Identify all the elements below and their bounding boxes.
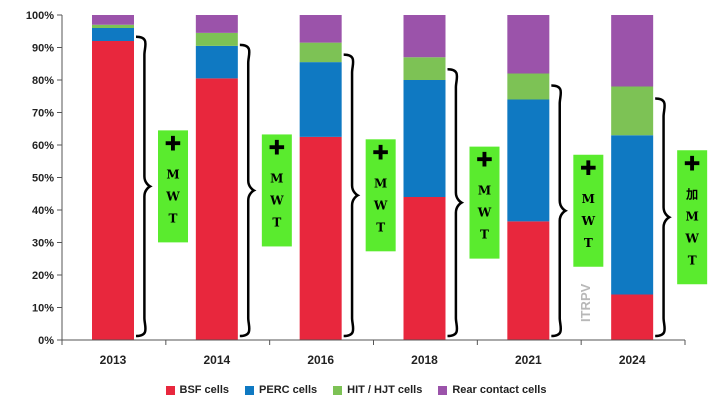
mwt-letter: T <box>376 220 385 234</box>
curly-brace <box>447 68 465 338</box>
legend-item: PERC cells <box>245 384 317 396</box>
mwt-letter: T <box>480 228 489 242</box>
mwt-letter: W <box>269 193 284 207</box>
itrpv-watermark: ITRPV <box>578 283 593 322</box>
y-tick-label: 100% <box>26 10 54 22</box>
bar-segment <box>611 15 654 87</box>
legend-swatch <box>165 385 175 395</box>
mwt-letter: M <box>166 167 179 181</box>
mwt-letter: W <box>684 231 699 245</box>
x-tick-label: 2013 <box>100 353 127 367</box>
legend-label: HIT / HJT cells <box>347 384 423 396</box>
plus-icon: ✚ <box>268 135 285 159</box>
bar-segment <box>611 294 654 340</box>
mwt-label-box <box>469 146 500 259</box>
bar-segment <box>403 197 446 340</box>
bar-segment <box>299 15 342 43</box>
bar-segment <box>195 45 238 79</box>
mwt-label-box <box>677 150 708 285</box>
bar-segment <box>195 32 238 46</box>
bar-segment <box>195 15 238 33</box>
legend-label: Rear contact cells <box>452 384 547 396</box>
mwt-letter: M <box>270 171 283 185</box>
legend-swatch <box>245 385 255 395</box>
plus-icon: ✚ <box>372 140 389 164</box>
bar-segment <box>195 78 238 340</box>
bar-segment <box>92 15 134 25</box>
y-tick-label: 60% <box>32 140 54 152</box>
x-tick-label: 2016 <box>307 353 334 367</box>
mwt-label-box <box>261 134 292 247</box>
bar-segment <box>92 24 134 28</box>
mwt-letter: M <box>582 192 595 206</box>
mwt-letter: T <box>688 253 697 267</box>
bar-segment <box>403 80 446 197</box>
curly-brace <box>551 84 568 338</box>
x-tick-label: 2018 <box>411 353 438 367</box>
plus-icon: ✚ <box>476 148 493 172</box>
plus-icon: ✚ <box>684 151 701 175</box>
mwt-letter: W <box>165 189 180 203</box>
bar-segment <box>507 221 550 340</box>
y-tick-label: 40% <box>32 205 54 217</box>
curly-brace <box>239 43 257 338</box>
y-tick-label: 80% <box>32 75 54 87</box>
legend-label: BSF cells <box>179 384 230 396</box>
y-tick-label: 70% <box>32 108 54 120</box>
bar-segment <box>92 28 134 41</box>
bar-segment <box>299 42 342 63</box>
legend-item: BSF cells <box>165 384 230 396</box>
legend-swatch <box>333 385 343 395</box>
curly-brace <box>655 97 672 338</box>
mwt-letter: W <box>477 206 492 220</box>
mwt-letter: T <box>272 215 281 229</box>
stacked-bar-chart: 0% 10% 20% 30% 40% 50% 60% 70% 80% 90% 100% 2013 201… <box>26 10 708 367</box>
mwt-letter: 加 <box>685 186 698 201</box>
mwt-letter: T <box>169 211 178 225</box>
legend-label: PERC cells <box>259 384 318 396</box>
y-tick-label: 20% <box>32 270 54 282</box>
bar-segment <box>299 136 342 340</box>
bar-segment <box>299 62 342 137</box>
curly-brace <box>343 53 361 338</box>
y-tick-label: 10% <box>32 303 54 315</box>
mwt-letter: W <box>581 214 596 228</box>
bar-segment <box>507 73 550 100</box>
mwt-letter: W <box>373 198 388 212</box>
mwt-letter: T <box>584 236 593 250</box>
bar-layer <box>92 15 654 340</box>
legend-item: Rear contact cells <box>438 384 546 396</box>
bar-segment <box>403 57 446 80</box>
mwt-label-box <box>573 154 604 267</box>
y-tick-label: 90% <box>32 43 54 55</box>
mwt-letter: M <box>686 209 699 223</box>
bar-segment <box>611 86 654 136</box>
y-tick-label: 50% <box>32 173 54 185</box>
plus-icon: ✚ <box>165 131 182 155</box>
x-tick-label: 2024 <box>619 353 646 367</box>
x-tick-label: 2014 <box>203 353 230 367</box>
legend-swatch <box>438 385 448 395</box>
bar-segment <box>507 15 550 74</box>
y-tick-label: 0% <box>38 335 54 347</box>
plus-icon: ✚ <box>580 156 597 180</box>
y-tick-label: 30% <box>32 238 54 250</box>
x-tick-label: 2021 <box>515 353 542 367</box>
bar-segment <box>403 15 446 58</box>
mwt-label-box <box>365 139 396 252</box>
bar-segment <box>611 135 654 295</box>
mwt-label-box <box>158 130 188 243</box>
mwt-letter: M <box>478 184 491 198</box>
mwt-letter: M <box>374 176 387 190</box>
bar-segment <box>507 99 550 222</box>
axes: 0% 10% 20% 30% 40% 50% 60% 70% 80% 90% 100% 2013 201… <box>26 10 686 367</box>
legend-item: HIT / HJT cells <box>333 384 422 396</box>
legend: BSF cells PERC cells HIT / HJT cells Rear c… <box>0 384 712 396</box>
curly-brace <box>135 35 153 338</box>
bar-segment <box>92 41 134 340</box>
